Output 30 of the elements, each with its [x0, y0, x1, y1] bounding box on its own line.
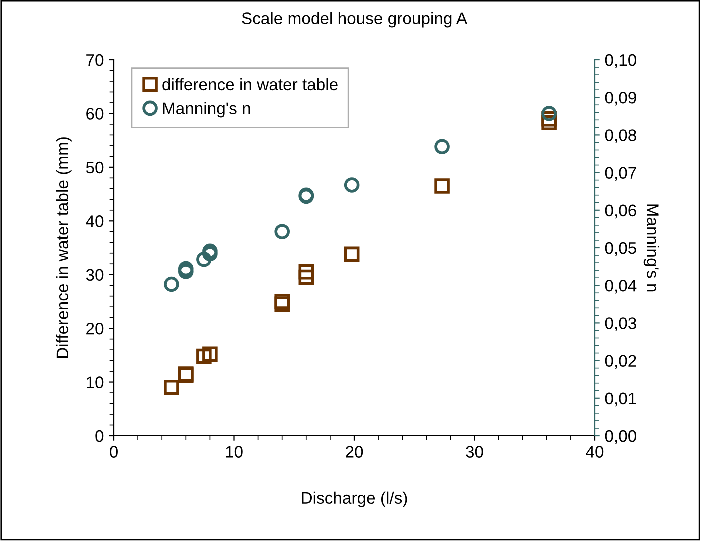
y2-tick-label: 0,04: [605, 280, 637, 294]
y2-axis-title: Manning's n: [644, 204, 660, 292]
x-axis-title: Discharge (l/s): [302, 492, 408, 508]
legend-label: Manning's n: [163, 102, 250, 118]
y2-tick-label: 0,10: [605, 54, 637, 68]
y2-tick-label: 0,06: [605, 204, 636, 219]
y-tick-label: 10: [87, 376, 104, 388]
legend-label: difference in water table: [162, 78, 338, 91]
y-tick-label: 70: [86, 54, 104, 66]
y-tick-label: 50: [86, 162, 104, 174]
x-tick-label: 10: [226, 446, 243, 458]
y-tick-label: 20: [86, 322, 104, 335]
y2-tick-label: 0,02: [605, 355, 636, 369]
y-tick-label: 30: [86, 269, 104, 282]
x-tick-label: 30: [466, 446, 484, 458]
y2-tick-label: 0,00: [605, 430, 637, 444]
y-tick-label: 0: [96, 430, 104, 442]
x-tick-label: 0: [110, 446, 118, 458]
y2-tick-label: 0,09: [605, 92, 636, 106]
y2-tick-label: 0,05: [605, 242, 636, 256]
y-tick-label: 60: [86, 108, 104, 120]
y2-tick-label: 0,08: [605, 130, 636, 144]
y2-tick-label: 0,07: [605, 167, 636, 181]
x-tick-label: 20: [346, 446, 364, 458]
y-axis-title: Difference in water table (mm): [56, 138, 72, 358]
chart-title: Scale model house grouping A: [242, 12, 468, 28]
x-tick-label: 40: [586, 446, 604, 458]
y2-tick-label: 0,01: [605, 392, 636, 407]
y-tick-label: 40: [86, 216, 104, 228]
y2-tick-label: 0,03: [605, 318, 636, 332]
